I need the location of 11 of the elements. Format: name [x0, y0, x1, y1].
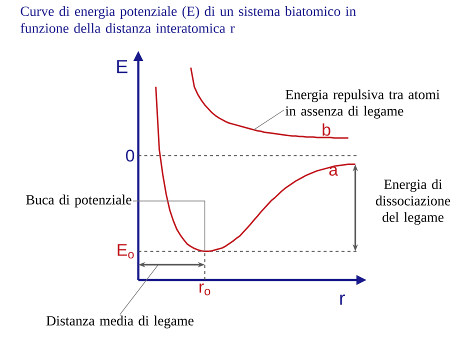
annotation: Energia repulsiva tra atomi in assenza di legame	[286, 89, 440, 119]
text: Energia di dissociazione del legame	[376, 179, 450, 225]
series-label: b	[322, 123, 330, 136]
chart-title: Curve di energia potenziale (E) di un sistema biatomico in funzione della distanza interatomica r	[20, 6, 356, 33]
ref-line-label: 0	[126, 150, 134, 162]
x-axis-title: r	[340, 294, 345, 305]
ref-line-label: E$_{o}$	[118, 244, 134, 258]
text: Distanza media di legame	[46, 316, 194, 328]
y-axis-title: E	[117, 60, 128, 74]
text: r$_{o}$	[200, 284, 210, 296]
text: Buca di potenziale	[26, 194, 132, 208]
